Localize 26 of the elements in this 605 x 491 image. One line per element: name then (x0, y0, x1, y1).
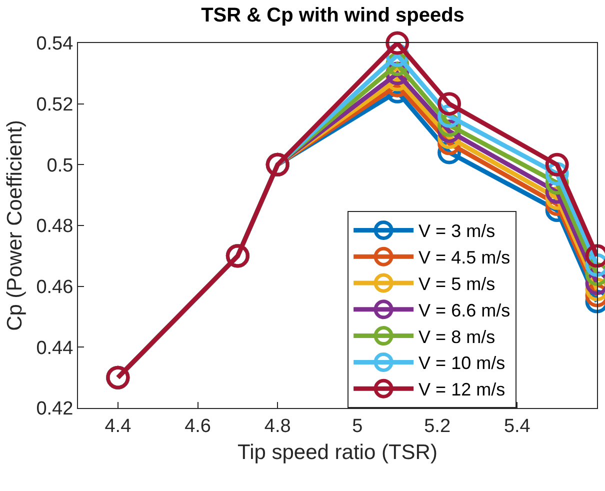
legend-label: V = 12 m/s (418, 380, 506, 400)
point (386, 31, 410, 55)
x-tick-label: 4.8 (264, 416, 291, 437)
point (438, 92, 462, 116)
x-axis-title: Tip speed ratio (TSR) (238, 441, 438, 464)
y-tick-label: 0.52 (36, 94, 74, 116)
y-tick-label: 0.5 (46, 155, 74, 176)
legend-label: V = 4.5 m/s (418, 248, 510, 268)
legend-label: V = 5 m/s (418, 274, 496, 294)
x-tick-label: 5.2 (424, 416, 451, 437)
legend-label: V = 6.6 m/s (418, 300, 510, 320)
legend-label: V = 10 m/s (418, 353, 506, 374)
x-tick-label: 4.4 (104, 416, 132, 437)
y-tick-label: 0.42 (36, 398, 74, 420)
legend-label: V = 8 m/s (418, 326, 496, 347)
y-tick-label: 0.46 (36, 276, 74, 298)
y-tick-label: 0.44 (36, 338, 74, 359)
chart-title: TSR & Cp with wind speeds (201, 4, 464, 26)
x-tick-label: 5 (352, 416, 363, 437)
x-tick-label: 5.4 (504, 416, 531, 437)
point (545, 152, 569, 176)
y-tick-label: 0.54 (36, 34, 74, 55)
legend-label: V = 3 m/s (418, 221, 496, 242)
y-tick-label: 0.48 (36, 216, 74, 238)
y-axis-title: Cp (Power Coefficient) (3, 120, 26, 331)
x-tick-label: 4.6 (184, 416, 211, 437)
